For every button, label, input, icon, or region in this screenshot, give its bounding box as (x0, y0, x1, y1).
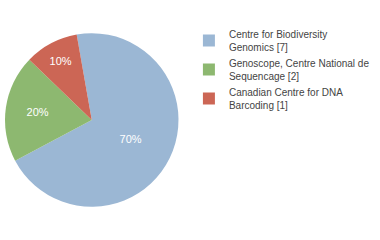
svg-text:Genoscope, Centre National deS: Genoscope, Centre National deSequencage … (229, 58, 370, 82)
svg-text:70%: 70% (120, 133, 142, 145)
svg-text:Canadian Centre for DNABarcodi: Canadian Centre for DNABarcoding [1] (229, 87, 343, 111)
svg-text:10%: 10% (50, 55, 72, 67)
svg-text:Centre for BiodiversityGenomic: Centre for BiodiversityGenomics [7] (229, 29, 327, 53)
svg-text:20%: 20% (27, 106, 49, 118)
